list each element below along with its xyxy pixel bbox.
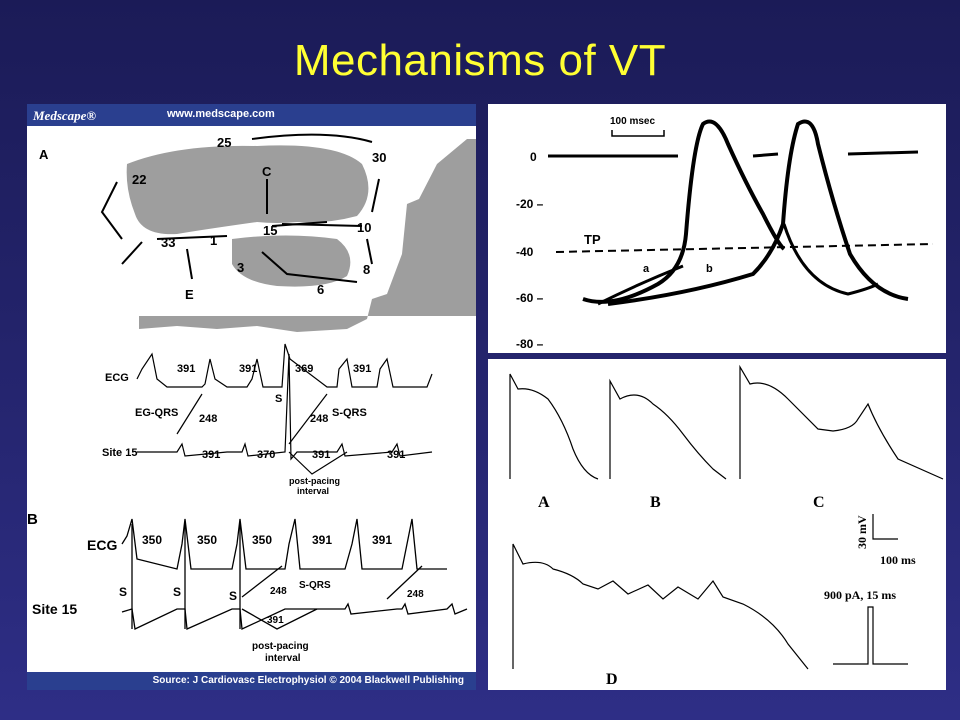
s-qrs-label-b: S-QRS (299, 580, 331, 591)
intracellular-traces-figure: A B C D 30 mV 100 ms 900 pA, 15 ms (488, 359, 946, 690)
curve-label-a: a (643, 263, 650, 275)
ecg-interval-a3: 369 (295, 363, 313, 375)
panel-a-label: A (39, 147, 49, 162)
figure-header-bar: Medscape® www.medscape.com (27, 104, 476, 126)
panel-a-ecg-label: ECG (105, 372, 129, 384)
ecg-interval-a1: 391 (177, 363, 195, 375)
reentry-circuit-figure: Medscape® www.medscape.com A 25 30 22 C … (27, 104, 476, 690)
y-tick-20: -20 – (516, 197, 544, 211)
panel-b-site-label: Site 15 (32, 601, 77, 617)
ap-curve-2-tail (782, 223, 879, 296)
y-tick-40: -40 (516, 245, 534, 259)
svg-text:10: 10 (357, 220, 371, 235)
figure-source: Source: J Cardiovasc Electrophysiol © 20… (152, 675, 464, 686)
stimulus-label: 900 pA, 15 ms (824, 588, 896, 602)
svg-text:3: 3 (237, 260, 244, 275)
stim-marker-a: S (275, 393, 282, 405)
ecg-interval-a2: 391 (239, 363, 257, 375)
svg-text:8: 8 (363, 262, 370, 277)
s-qrs-value-b1: 248 (270, 586, 287, 597)
panel-a-traces (136, 343, 433, 475)
panel-a-site-label: Site 15 (102, 447, 137, 459)
curve-label-b: b (706, 263, 713, 275)
svg-text:25: 25 (217, 135, 231, 150)
trace-d (512, 543, 809, 670)
medscape-logo: Medscape® (33, 108, 97, 123)
action-potential-plot: 100 msec 0 -20 – -40 -60 – -80 – TP a b (516, 116, 934, 351)
slide-title: Mechanisms of VT (293, 36, 667, 85)
trace-label-d: D (606, 671, 618, 688)
trace-label-b: B (650, 494, 661, 511)
svg-text:15: 15 (263, 223, 277, 238)
post-value-b: 391 (267, 615, 284, 626)
time-scale-label-br: 100 ms (880, 553, 916, 567)
svg-text:30: 30 (372, 150, 386, 165)
ap-curve-a (597, 264, 684, 306)
stim-marker-b1: S (119, 585, 127, 599)
site-interval-a1: 391 (202, 449, 220, 461)
ecg-interval-b2: 350 (197, 533, 217, 547)
myocardium-region-upper (126, 145, 369, 235)
scale-bar-vertical (872, 514, 898, 540)
svg-text:E: E (185, 287, 194, 302)
svg-text:C: C (262, 164, 272, 179)
y-tick-80: -80 – (516, 337, 544, 351)
s-qrs-value-b2: 248 (407, 589, 424, 600)
circuit-diagram: A 25 30 22 C 15 10 33 1 3 8 (27, 133, 476, 664)
ap-curve-b (607, 119, 909, 306)
ap-curve-1 (582, 119, 786, 304)
threshold-line (555, 243, 934, 253)
eg-qrs-value: 248 (199, 413, 217, 425)
stim-marker-b2: S (173, 585, 181, 599)
time-scale-bar (611, 130, 665, 137)
time-scale-label: 100 msec (610, 116, 655, 127)
trace-label-c: C (813, 494, 825, 511)
triggered-activity-figure: 100 msec 0 -20 – -40 -60 – -80 – TP a b (488, 104, 946, 353)
ecg-interval-b1: 350 (142, 533, 162, 547)
isthmus-region (232, 235, 351, 287)
trace-a (509, 373, 599, 480)
post-pacing-b2: interval (265, 653, 301, 664)
site-interval-a3: 391 (312, 449, 330, 461)
y-tick-0: 0 (530, 150, 537, 164)
svg-text:6: 6 (317, 282, 324, 297)
s-qrs-value-a: 248 (310, 413, 328, 425)
source-url: www.medscape.com (167, 108, 275, 120)
site-labels: 25 30 22 C 15 10 33 1 3 8 6 E (132, 135, 386, 302)
trace-c (739, 364, 944, 480)
myocardium-region-lower (139, 139, 476, 332)
svg-text:1: 1 (210, 233, 217, 248)
trace-label-a: A (538, 494, 550, 511)
intracellular-traces: A B C D 30 mV 100 ms 900 pA, 15 ms (509, 364, 944, 688)
trace-segment-2 (752, 152, 779, 158)
trace-b (609, 378, 727, 480)
stim-marker-b3: S (229, 589, 237, 603)
ecg-interval-b4: 391 (312, 533, 332, 547)
ecg-interval-b3: 350 (252, 533, 272, 547)
panel-b-traces (121, 518, 468, 630)
site-interval-a2: 370 (257, 449, 275, 461)
voltage-scale-label: 30 mV (855, 515, 869, 549)
s-qrs-label-a: S-QRS (332, 407, 367, 419)
panel-b-ecg-label: ECG (87, 537, 117, 553)
eg-qrs-label: EG-QRS (135, 407, 178, 419)
post-pacing-a1: post-pacing (289, 476, 340, 486)
panel-b-label: B (27, 511, 38, 528)
post-pacing-b1: post-pacing (252, 641, 309, 652)
svg-text:22: 22 (132, 172, 146, 187)
figure-source-bar: Source: J Cardiovasc Electrophysiol © 20… (27, 672, 476, 690)
ecg-interval-b5: 391 (372, 533, 392, 547)
ecg-interval-a4: 391 (353, 363, 371, 375)
svg-text:33: 33 (161, 235, 175, 250)
site-interval-a4: 391 (387, 449, 405, 461)
post-pacing-a2: interval (297, 486, 329, 496)
stimulus-pulse (833, 606, 908, 665)
trace-segment-3 (847, 150, 919, 156)
circuit-arrows (100, 133, 380, 283)
y-tick-60: -60 – (516, 291, 544, 305)
threshold-label: TP (584, 232, 601, 247)
